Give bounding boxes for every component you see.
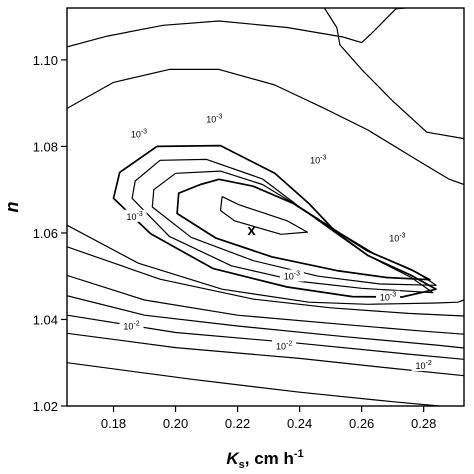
contour-label-bg	[279, 269, 304, 282]
contour-label-bg	[411, 359, 436, 372]
y-tick-label: 1.06	[33, 226, 58, 241]
contour-label-bg	[202, 112, 227, 125]
contour-label-bg	[385, 231, 410, 244]
contour-label-base: 10	[126, 212, 136, 222]
contour-line-14	[67, 8, 406, 48]
contour-line-9	[67, 295, 464, 349]
y-axis-ticks: 1.02 1.04 1.06 1.08 1.10	[33, 53, 67, 414]
x-axis-label-main: K	[226, 449, 240, 468]
contour-label-text: 10-3	[206, 113, 222, 124]
contour-label-base: 10	[284, 272, 294, 282]
contour-line-2	[176, 178, 431, 281]
contour-label-base: 10	[123, 321, 133, 331]
x-axis-label-rest: , cm h	[245, 449, 294, 468]
contour-label-exp: -3	[320, 155, 326, 162]
contour-label-base: 10	[416, 361, 426, 371]
contour-label-exp: -2	[286, 341, 292, 348]
contour-line-11	[67, 332, 464, 377]
contour-label-text: 10-3	[284, 271, 300, 282]
x-axis-label-sub: s	[239, 459, 245, 471]
x-tick-label: 0.20	[163, 416, 188, 431]
contour-labels: 10-310-310-310-310-310-310-310-210-210-2	[119, 112, 436, 372]
contour-label-base: 10	[389, 233, 399, 243]
contour-label-bg	[306, 153, 331, 166]
contour-label-text: 10-3	[126, 211, 142, 222]
contour-label-bg	[126, 127, 151, 140]
contour-label-text: 10-3	[131, 129, 147, 140]
contour-label: 10-3	[126, 127, 151, 140]
contour-label-base: 10	[310, 156, 320, 166]
contour-line-13	[67, 68, 464, 186]
contour-line-6	[67, 224, 464, 305]
contour-label: 10-2	[411, 359, 436, 372]
contour-label: 10-2	[272, 339, 297, 352]
contour-label-exp: -2	[426, 360, 432, 367]
contour-label: 10-3	[306, 153, 331, 166]
contour-line-8	[67, 274, 464, 335]
y-axis-label: n	[2, 202, 22, 213]
y-tick-label: 1.02	[33, 399, 58, 414]
contour-label-base: 10	[131, 130, 141, 140]
contour-label-exp: -3	[137, 211, 143, 218]
contour-label-text: 10-2	[416, 360, 432, 371]
x-tick-label: 0.18	[101, 416, 126, 431]
contour-label-text: 10-3	[380, 292, 396, 303]
contour-label: 10-2	[119, 319, 144, 332]
plot-frame	[66, 7, 465, 407]
contour-label: 10-3	[122, 209, 147, 222]
contour-label-exp: -3	[216, 113, 222, 120]
contour-label-text: 10-3	[389, 232, 405, 243]
contour-label-text: 10-2	[276, 341, 292, 352]
contour-label-exp: -3	[141, 129, 147, 136]
contour-label: 10-3	[385, 231, 410, 244]
contour-line-15	[323, 8, 464, 140]
contour-label-bg	[376, 290, 401, 303]
minimum-marker: x	[247, 222, 256, 239]
x-axis-label-sup: -1	[294, 448, 304, 460]
x-axis-ticks: 0.18 0.20 0.22 0.24 0.26 0.28	[101, 406, 436, 431]
contour-label-text: 10-2	[123, 320, 139, 331]
contour-label-bg	[122, 209, 147, 222]
contour-label-base: 10	[276, 342, 286, 352]
contour-line-3	[151, 170, 437, 286]
contour-label: 10-3	[279, 269, 304, 282]
contour-line-12	[67, 362, 440, 406]
contour-lines	[67, 8, 464, 406]
contour-label: 10-3	[376, 290, 401, 303]
contour-label-exp: -3	[399, 232, 405, 239]
contour-label-exp: -3	[294, 271, 300, 278]
contour-label: 10-3	[202, 112, 227, 125]
y-tick-label: 1.04	[33, 312, 58, 327]
contour-line-7	[67, 246, 464, 317]
contour-label-exp: -2	[133, 320, 139, 327]
contour-label-exp: -3	[390, 292, 396, 299]
contour-label-base: 10	[206, 114, 216, 124]
y-tick-label: 1.10	[33, 53, 58, 68]
contour-label-text: 10-3	[310, 155, 326, 166]
x-tick-label: 0.22	[225, 416, 250, 431]
x-tick-label: 0.24	[287, 416, 312, 431]
contour-label-base: 10	[380, 293, 390, 303]
x-tick-label: 0.28	[411, 416, 436, 431]
contour-line-5	[112, 144, 437, 298]
contour-label-bg	[119, 319, 144, 332]
x-axis-label: Ks, cm h-1	[226, 448, 303, 471]
x-tick-label: 0.26	[349, 416, 374, 431]
contour-label-bg	[272, 339, 297, 352]
y-tick-label: 1.08	[33, 139, 58, 154]
contour-line-1	[219, 196, 308, 235]
